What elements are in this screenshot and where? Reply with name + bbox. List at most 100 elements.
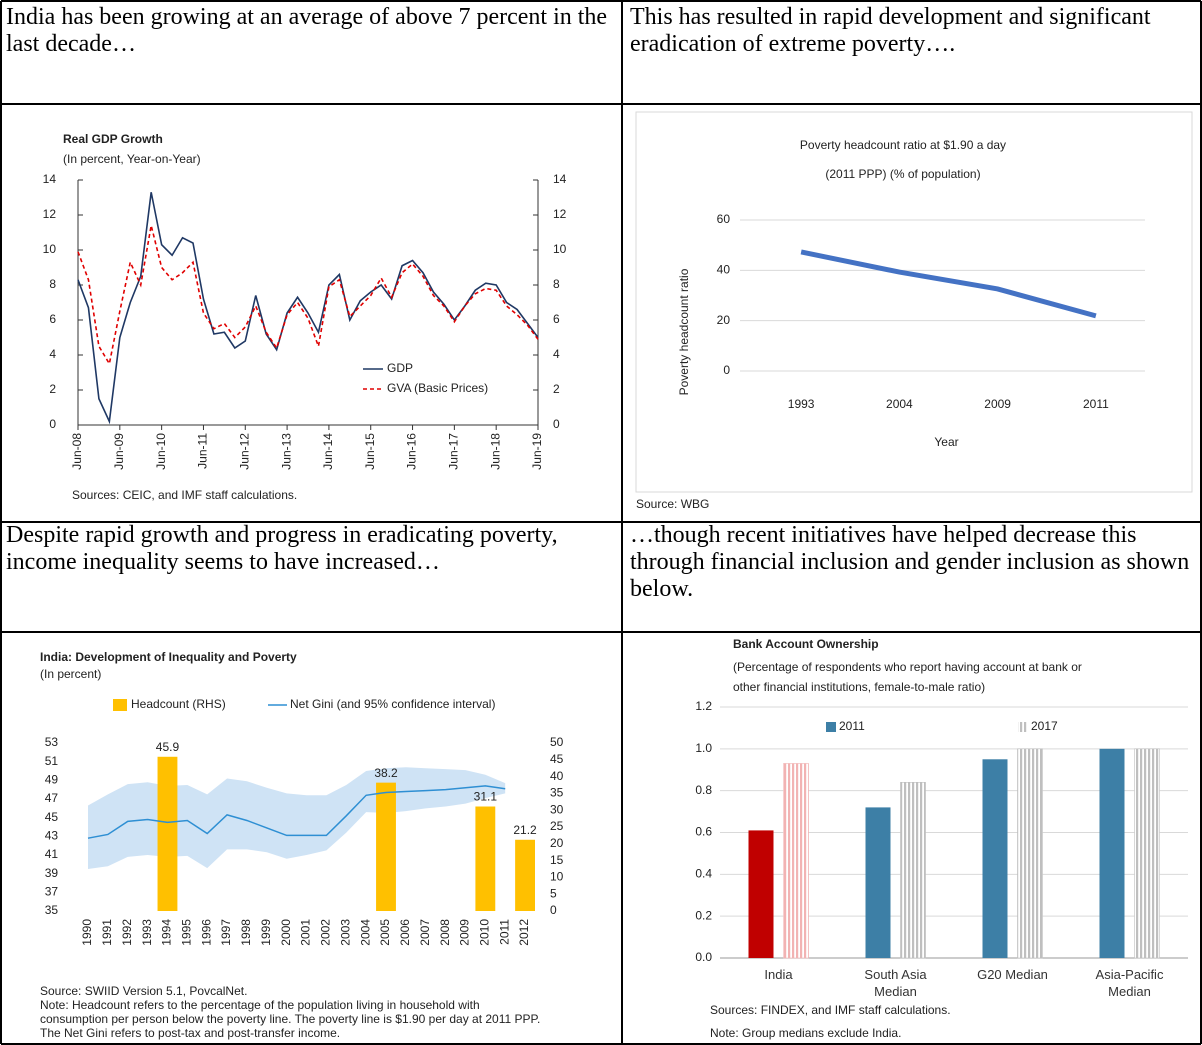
y-tick-label: 0.8 bbox=[695, 783, 712, 797]
series-line bbox=[77, 192, 539, 425]
x-tick-label: 2001 bbox=[299, 919, 313, 946]
value-label: 21.2 bbox=[513, 823, 537, 837]
y-tick-label: 47 bbox=[45, 791, 59, 805]
y2-tick-label: 50 bbox=[550, 735, 564, 749]
legend-label: 2017 bbox=[1031, 719, 1058, 733]
y-tick-label: 0.2 bbox=[695, 908, 712, 922]
cell-text: …though recent initiatives have helped d… bbox=[630, 522, 1190, 602]
x-tick-label: 2006 bbox=[398, 919, 412, 946]
legend-label: GDP bbox=[387, 361, 413, 375]
x-tick-label: 2009 bbox=[984, 397, 1011, 411]
y2-tick-label: 10 bbox=[550, 870, 564, 884]
x-tick-label: 2000 bbox=[279, 919, 293, 946]
legend-swatch bbox=[1018, 722, 1028, 732]
y-tick-label: 40 bbox=[717, 263, 731, 277]
x-tick-label: 2010 bbox=[478, 919, 492, 946]
x-tick-label: Jun-08 bbox=[70, 433, 84, 470]
x-tick-label: 2004 bbox=[886, 397, 913, 411]
x-tick-label: G20 Median bbox=[977, 967, 1048, 982]
y-tick-label: 4 bbox=[49, 347, 56, 361]
chart-subtitle: (Percentage of respondents who report ha… bbox=[733, 660, 1082, 674]
x-tick-label: Jun-17 bbox=[447, 433, 461, 470]
y-tick-label: 45 bbox=[45, 810, 59, 824]
chart-title: Real GDP Growth bbox=[63, 132, 163, 146]
y-tick-label: 37 bbox=[45, 885, 59, 899]
legend-label: 2011 bbox=[839, 719, 865, 733]
y2-tick-label: 45 bbox=[550, 752, 564, 766]
y-tick-label: 20 bbox=[717, 313, 731, 327]
y2-tick-label: 6 bbox=[553, 312, 560, 326]
x-tick-label-box: G20 Median bbox=[977, 967, 1048, 982]
x-tick-label: 1990 bbox=[80, 919, 94, 946]
chart-title: (2011 PPP) (% of population) bbox=[825, 167, 980, 181]
bar bbox=[1099, 748, 1125, 958]
y-tick-label: 14 bbox=[43, 172, 57, 186]
cell-text: This has resulted in rapid development a… bbox=[630, 4, 1151, 57]
y-tick-label: 39 bbox=[45, 866, 59, 880]
chart-subtitle: other financial institutions, female-to-… bbox=[733, 680, 985, 694]
y-tick-label: 2 bbox=[49, 382, 56, 396]
confidence-band bbox=[88, 767, 506, 869]
x-tick-label: Jun-16 bbox=[405, 433, 419, 470]
y-tick-label: 8 bbox=[49, 277, 56, 291]
x-tick-label: Jun-12 bbox=[237, 433, 251, 470]
x-tick-label: 1993 bbox=[788, 397, 815, 411]
source: Source: WBG bbox=[636, 497, 709, 511]
y2-tick-label: 25 bbox=[550, 819, 564, 833]
bar bbox=[515, 839, 535, 911]
bar bbox=[157, 756, 178, 911]
x-tick-label: 1996 bbox=[199, 919, 213, 946]
y2-tick-label: 40 bbox=[550, 769, 564, 783]
legend-swatch bbox=[826, 722, 836, 732]
chart-subtitle: (In percent, Year-on-Year) bbox=[63, 152, 201, 166]
bar bbox=[475, 806, 496, 911]
bar bbox=[748, 830, 774, 958]
value-label: 31.1 bbox=[474, 790, 498, 804]
y2-tick-label: 10 bbox=[553, 242, 567, 256]
x-tick-label: 2003 bbox=[338, 919, 352, 946]
legend-swatch bbox=[113, 699, 127, 711]
y2-tick-label: 12 bbox=[553, 207, 567, 221]
y-tick-label: 6 bbox=[49, 312, 56, 326]
x-tick-label: Jun-14 bbox=[321, 433, 335, 470]
y2-tick-label: 20 bbox=[550, 836, 564, 850]
y-tick-label: 1.2 bbox=[695, 699, 712, 713]
x-tick-label-box: India bbox=[764, 967, 793, 982]
value-label: 38.2 bbox=[374, 766, 398, 780]
x-tick-label: 1991 bbox=[100, 919, 114, 946]
chart-subtitle: (In percent) bbox=[40, 667, 101, 681]
source: Sources: CEIC, and IMF staff calculation… bbox=[72, 488, 297, 502]
bar bbox=[865, 807, 891, 958]
note: The Net Gini refers to post-tax and post… bbox=[40, 1026, 340, 1040]
legend-label: GVA (Basic Prices) bbox=[387, 381, 488, 395]
x-tick-label: 2004 bbox=[358, 919, 372, 946]
x-axis-title: Year bbox=[934, 435, 958, 449]
x-tick-label: Jun-18 bbox=[488, 433, 502, 470]
y-tick-label: 43 bbox=[45, 829, 59, 843]
bar bbox=[900, 781, 926, 959]
bar bbox=[1134, 748, 1160, 959]
x-tick-label: 2005 bbox=[378, 919, 392, 946]
y2-tick-label: 4 bbox=[553, 347, 560, 361]
x-tick-label: India bbox=[764, 967, 793, 982]
cell-text: India has been growing at an average of … bbox=[6, 4, 608, 57]
series-line bbox=[77, 225, 539, 366]
x-tick-label: Jun-19 bbox=[530, 433, 544, 470]
y-tick-label: 0.6 bbox=[695, 825, 712, 839]
y-axis-title: Poverty headcount ratio bbox=[677, 268, 691, 395]
x-tick-label: 1992 bbox=[120, 919, 134, 946]
y-tick-label: 0.4 bbox=[695, 867, 712, 881]
x-tick-label: 2012 bbox=[517, 919, 531, 946]
x-tick-label: 2011 bbox=[497, 919, 511, 945]
chart-title: Bank Account Ownership bbox=[733, 637, 879, 651]
source: Source: SWIID Version 5.1, PovcalNet. bbox=[40, 984, 247, 998]
y2-tick-label: 15 bbox=[550, 853, 564, 867]
x-tick-label: 2011 bbox=[1083, 397, 1109, 411]
chart-frame bbox=[635, 111, 1193, 493]
y2-tick-label: 0 bbox=[550, 903, 557, 917]
series-line bbox=[87, 785, 506, 839]
value-label: 45.9 bbox=[156, 740, 180, 754]
note: consumption per person below the poverty… bbox=[40, 1012, 540, 1026]
y2-tick-label: 30 bbox=[550, 802, 564, 816]
x-tick-label: 1993 bbox=[140, 919, 154, 946]
